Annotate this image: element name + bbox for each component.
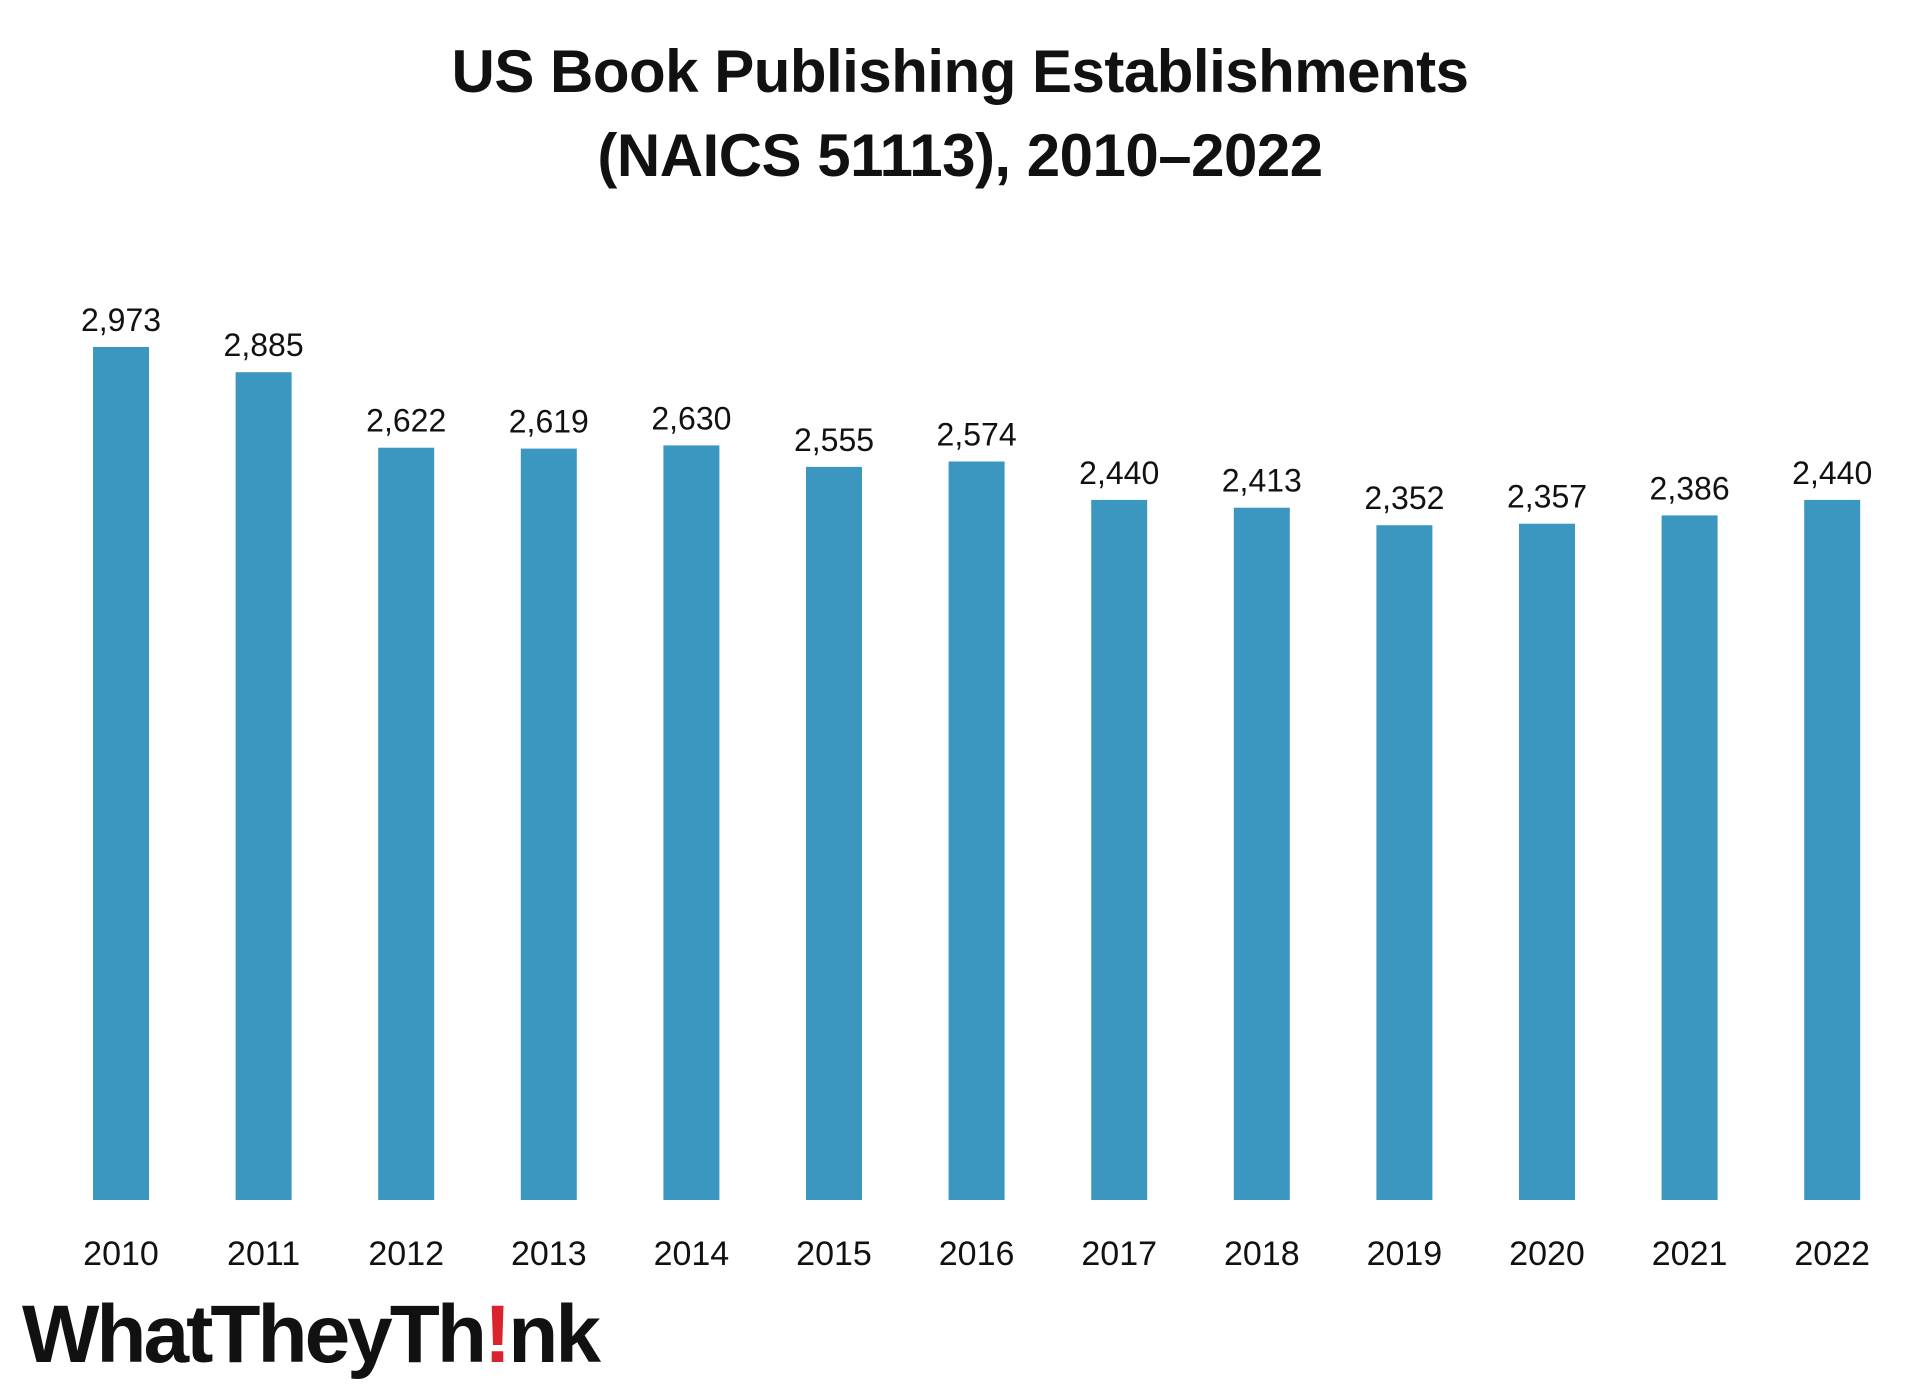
x-tick-label-2014: 2014 (654, 1235, 730, 1273)
x-tick-label-2015: 2015 (796, 1235, 872, 1273)
bar-2019 (1376, 525, 1433, 1200)
data-label-2018: 2,413 (1222, 463, 1302, 499)
data-label-2017: 2,440 (1079, 455, 1159, 491)
bar-2017 (1091, 499, 1148, 1200)
x-tick-label-2018: 2018 (1224, 1235, 1300, 1273)
x-tick-label-2019: 2019 (1367, 1235, 1443, 1273)
x-tick-label-2021: 2021 (1652, 1235, 1728, 1273)
bar-2014 (663, 445, 720, 1200)
bar-2016 (948, 461, 1005, 1200)
data-label-2010: 2,973 (81, 302, 161, 338)
bar-2018 (1233, 507, 1290, 1200)
data-label-2022: 2,440 (1792, 455, 1872, 491)
data-label-2020: 2,357 (1507, 479, 1587, 515)
bar-2022 (1804, 499, 1861, 1200)
bar-2020 (1519, 523, 1575, 1200)
data-label-2011: 2,885 (224, 327, 304, 363)
bar-2012 (378, 447, 435, 1200)
data-label-2012: 2,622 (366, 403, 446, 439)
x-tick-label-2020: 2020 (1509, 1235, 1585, 1273)
bar-2013 (520, 448, 577, 1201)
data-label-2013: 2,619 (509, 404, 589, 440)
x-tick-label-2012: 2012 (368, 1235, 444, 1273)
data-label-2014: 2,630 (651, 400, 731, 436)
data-label-2021: 2,386 (1650, 470, 1730, 506)
x-tick-label-2017: 2017 (1081, 1235, 1157, 1273)
data-label-2015: 2,555 (794, 422, 874, 458)
data-label-2016: 2,574 (937, 417, 1017, 453)
x-tick-label-2013: 2013 (511, 1235, 587, 1273)
chart-title-line-1: US Book Publishing Establishments (451, 38, 1469, 105)
chart-title-line-2: (NAICS 51113), 2010–2022 (597, 122, 1323, 189)
x-tick-label-2011: 2011 (227, 1235, 300, 1273)
logo-text-end: nk (508, 1289, 601, 1380)
logo-exclamation-mark: ! (483, 1289, 511, 1380)
whattheythink-logo: WhatTheyTh!nk (22, 1285, 601, 1395)
bar-2011 (235, 372, 292, 1200)
logo-text-start: WhatTheyTh (22, 1289, 487, 1380)
x-tick-label-2022: 2022 (1794, 1235, 1870, 1273)
bar-2021 (1661, 515, 1718, 1200)
chart-title: US Book Publishing Establishments (NAICS… (0, 30, 1920, 198)
bar-2015 (806, 466, 862, 1200)
data-label-2019: 2,352 (1364, 480, 1444, 516)
bar-2010 (93, 347, 149, 1200)
x-tick-label-2010: 2010 (83, 1235, 159, 1273)
x-tick-label-2016: 2016 (939, 1235, 1015, 1273)
